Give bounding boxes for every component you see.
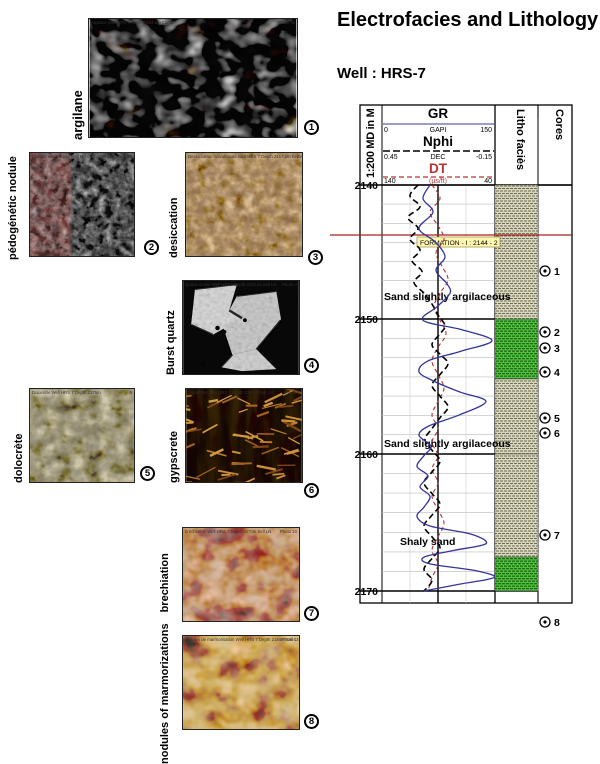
svg-text:Sand slightly argilaceous: Sand slightly argilaceous: [384, 438, 511, 450]
svg-text:Litho faciès: Litho faciès: [514, 109, 526, 170]
svg-text:2160: 2160: [355, 449, 379, 461]
svg-text:GR: GR: [428, 106, 449, 121]
svg-text:2140: 2140: [355, 180, 379, 192]
svg-text:140: 140: [384, 178, 396, 185]
svg-text:2: 2: [554, 327, 560, 339]
svg-text:1:200 MD in M: 1:200 MD in M: [365, 108, 377, 178]
svg-text:150: 150: [480, 127, 492, 134]
svg-text:4: 4: [554, 367, 560, 379]
svg-text:0: 0: [384, 127, 388, 134]
svg-text:GAPI: GAPI: [430, 127, 447, 134]
svg-text:2170: 2170: [355, 586, 379, 598]
svg-text:7: 7: [554, 530, 560, 542]
svg-text:DT: DT: [429, 161, 448, 176]
svg-text:2150: 2150: [355, 314, 379, 326]
svg-text:DEC: DEC: [431, 154, 446, 161]
svg-text:8: 8: [554, 617, 560, 629]
svg-text:3: 3: [554, 343, 560, 355]
svg-text:1: 1: [554, 266, 560, 278]
svg-text:0.45: 0.45: [384, 154, 398, 161]
svg-text:-0.15: -0.15: [476, 154, 492, 161]
svg-text:6: 6: [554, 428, 560, 440]
svg-text:40: 40: [484, 178, 492, 185]
svg-text:FORMATION - I : 2144 - 2: FORMATION - I : 2144 - 2: [420, 240, 498, 247]
svg-text:5: 5: [554, 413, 560, 425]
svg-text:Shaly sand: Shaly sand: [400, 536, 455, 548]
svg-text:(µs/ft): (µs/ft): [429, 178, 447, 185]
svg-text:Cores: Cores: [553, 109, 565, 140]
svg-text:Nphi: Nphi: [423, 134, 453, 149]
